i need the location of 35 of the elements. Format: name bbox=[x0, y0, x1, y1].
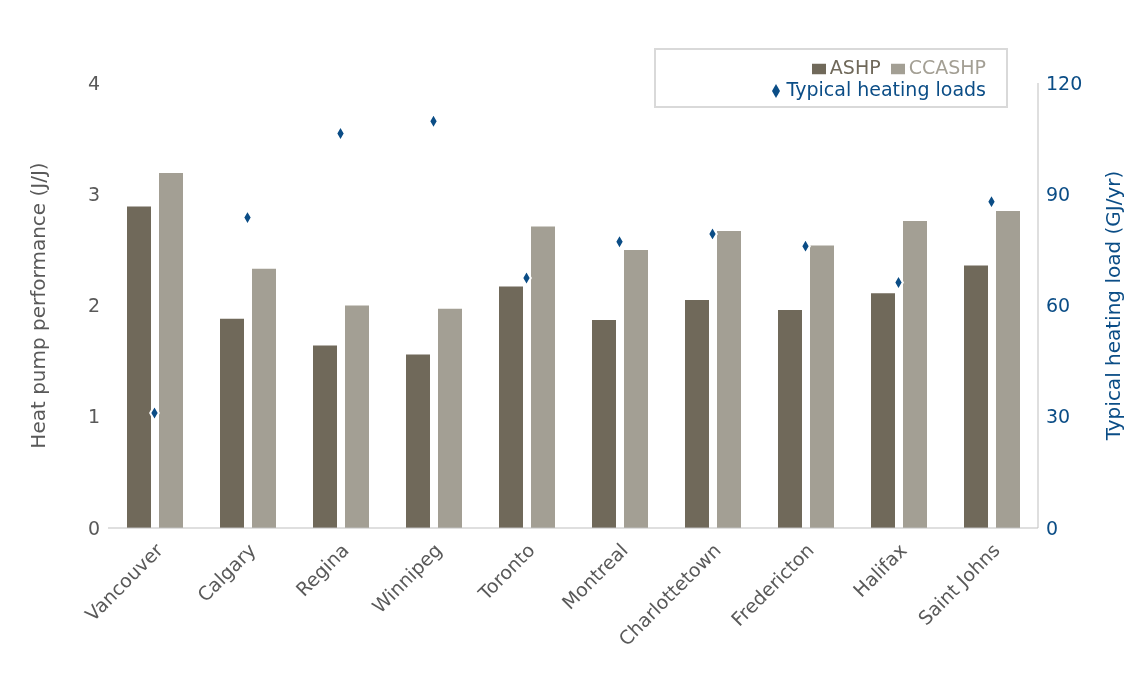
bar bbox=[252, 268, 276, 528]
y-tick-label: 4 bbox=[87, 71, 100, 94]
bar bbox=[964, 265, 988, 528]
bar bbox=[499, 286, 523, 528]
y2-axis-title: Typical heating load (GJ/yr) bbox=[1101, 170, 1126, 442]
bar bbox=[871, 293, 895, 528]
y-tick-label: 0 bbox=[87, 516, 100, 539]
y2-tick-label: 90 bbox=[1046, 182, 1071, 205]
bar bbox=[717, 230, 741, 528]
y-tick-label: 1 bbox=[87, 405, 100, 428]
bar bbox=[438, 308, 462, 528]
legend-label: ASHP bbox=[829, 56, 881, 78]
bar bbox=[685, 299, 709, 528]
y-axis-title: Heat pump performance (J/J) bbox=[26, 162, 51, 449]
bar bbox=[531, 226, 555, 528]
y2-tick-label: 0 bbox=[1046, 516, 1059, 539]
bar bbox=[624, 249, 648, 528]
y2-tick-label: 60 bbox=[1046, 294, 1071, 317]
y2-tick-label: 30 bbox=[1046, 405, 1071, 428]
bar bbox=[903, 220, 927, 528]
bar bbox=[127, 206, 151, 528]
y2-tick-label: 120 bbox=[1046, 71, 1083, 94]
legend-label: Typical heating loads bbox=[786, 78, 986, 100]
bar bbox=[778, 309, 802, 528]
bar bbox=[996, 210, 1020, 528]
bar bbox=[159, 173, 183, 528]
y-tick-label: 2 bbox=[87, 294, 100, 317]
bar bbox=[592, 319, 616, 528]
bar bbox=[220, 318, 244, 528]
bar bbox=[406, 354, 430, 528]
legend-label: CCASHP bbox=[908, 56, 986, 78]
bar bbox=[313, 345, 337, 528]
y-tick-label: 3 bbox=[87, 182, 100, 205]
bar bbox=[345, 305, 369, 528]
bar bbox=[810, 245, 834, 528]
